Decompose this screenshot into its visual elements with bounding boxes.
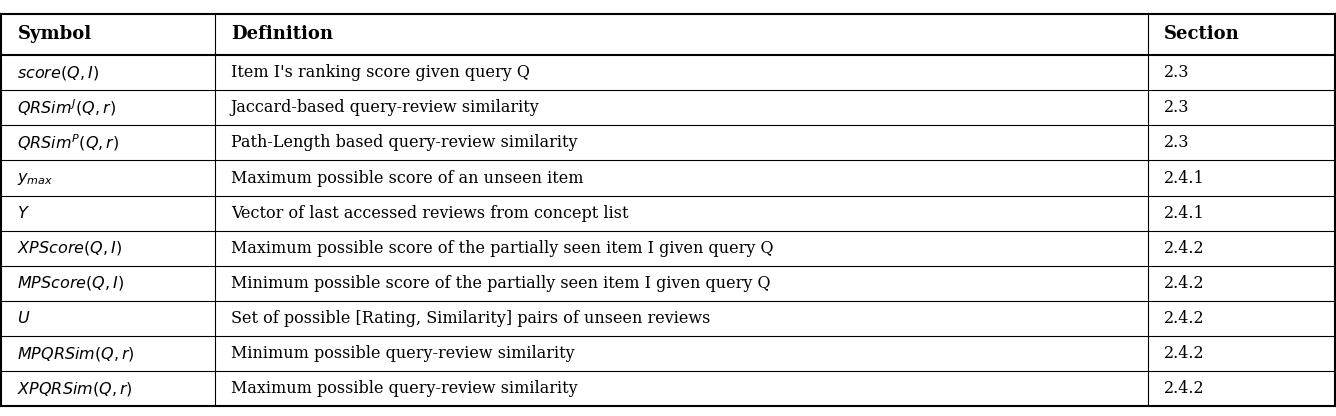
Text: Section: Section — [1164, 25, 1240, 43]
Text: 2.4.2: 2.4.2 — [1164, 380, 1205, 397]
Text: Maximum possible score of the partially seen item I given query Q: Maximum possible score of the partially … — [231, 240, 774, 257]
Text: Vector of last accessed reviews from concept list: Vector of last accessed reviews from con… — [231, 205, 628, 222]
Text: 2.4.2: 2.4.2 — [1164, 310, 1205, 327]
Text: Path-Length based query-review similarity: Path-Length based query-review similarit… — [231, 134, 577, 151]
Text: $MPQRSim(Q, r)$: $MPQRSim(Q, r)$ — [17, 345, 135, 363]
Text: Set of possible [Rating, Similarity] pairs of unseen reviews: Set of possible [Rating, Similarity] pai… — [231, 310, 709, 327]
Text: 2.3: 2.3 — [1164, 134, 1189, 151]
Text: 2.4.2: 2.4.2 — [1164, 345, 1205, 362]
Text: $y_{max}$: $y_{max}$ — [17, 170, 53, 186]
Text: Jaccard-based query-review similarity: Jaccard-based query-review similarity — [231, 99, 540, 116]
Text: $XPQRSim(Q, r)$: $XPQRSim(Q, r)$ — [17, 380, 134, 398]
Text: Definition: Definition — [231, 25, 333, 43]
Text: $U$: $U$ — [17, 310, 31, 327]
Text: $XPScore(Q, I)$: $XPScore(Q, I)$ — [17, 239, 123, 257]
Text: 2.3: 2.3 — [1164, 99, 1189, 116]
Text: 2.4.2: 2.4.2 — [1164, 240, 1205, 257]
Text: 2.4.1: 2.4.1 — [1164, 205, 1205, 222]
Text: Maximum possible score of an unseen item: Maximum possible score of an unseen item — [231, 170, 584, 186]
Text: 2.4.2: 2.4.2 — [1164, 275, 1205, 292]
Text: $Y$: $Y$ — [17, 205, 31, 222]
Text: $MPScore(Q, I)$: $MPScore(Q, I)$ — [17, 275, 124, 292]
Text: $score(Q, I)$: $score(Q, I)$ — [17, 64, 99, 82]
Text: $QRSim^{P}(Q, r)$: $QRSim^{P}(Q, r)$ — [17, 133, 120, 153]
Text: 2.4.1: 2.4.1 — [1164, 170, 1205, 186]
Text: Minimum possible query-review similarity: Minimum possible query-review similarity — [231, 345, 574, 362]
Text: Symbol: Symbol — [17, 25, 91, 43]
Text: 2.3: 2.3 — [1164, 64, 1189, 81]
Text: Maximum possible query-review similarity: Maximum possible query-review similarity — [231, 380, 577, 397]
Text: $QRSim^{J}(Q, r)$: $QRSim^{J}(Q, r)$ — [17, 97, 116, 118]
Text: Minimum possible score of the partially seen item I given query Q: Minimum possible score of the partially … — [231, 275, 770, 292]
Text: Item I's ranking score given query Q: Item I's ranking score given query Q — [231, 64, 529, 81]
